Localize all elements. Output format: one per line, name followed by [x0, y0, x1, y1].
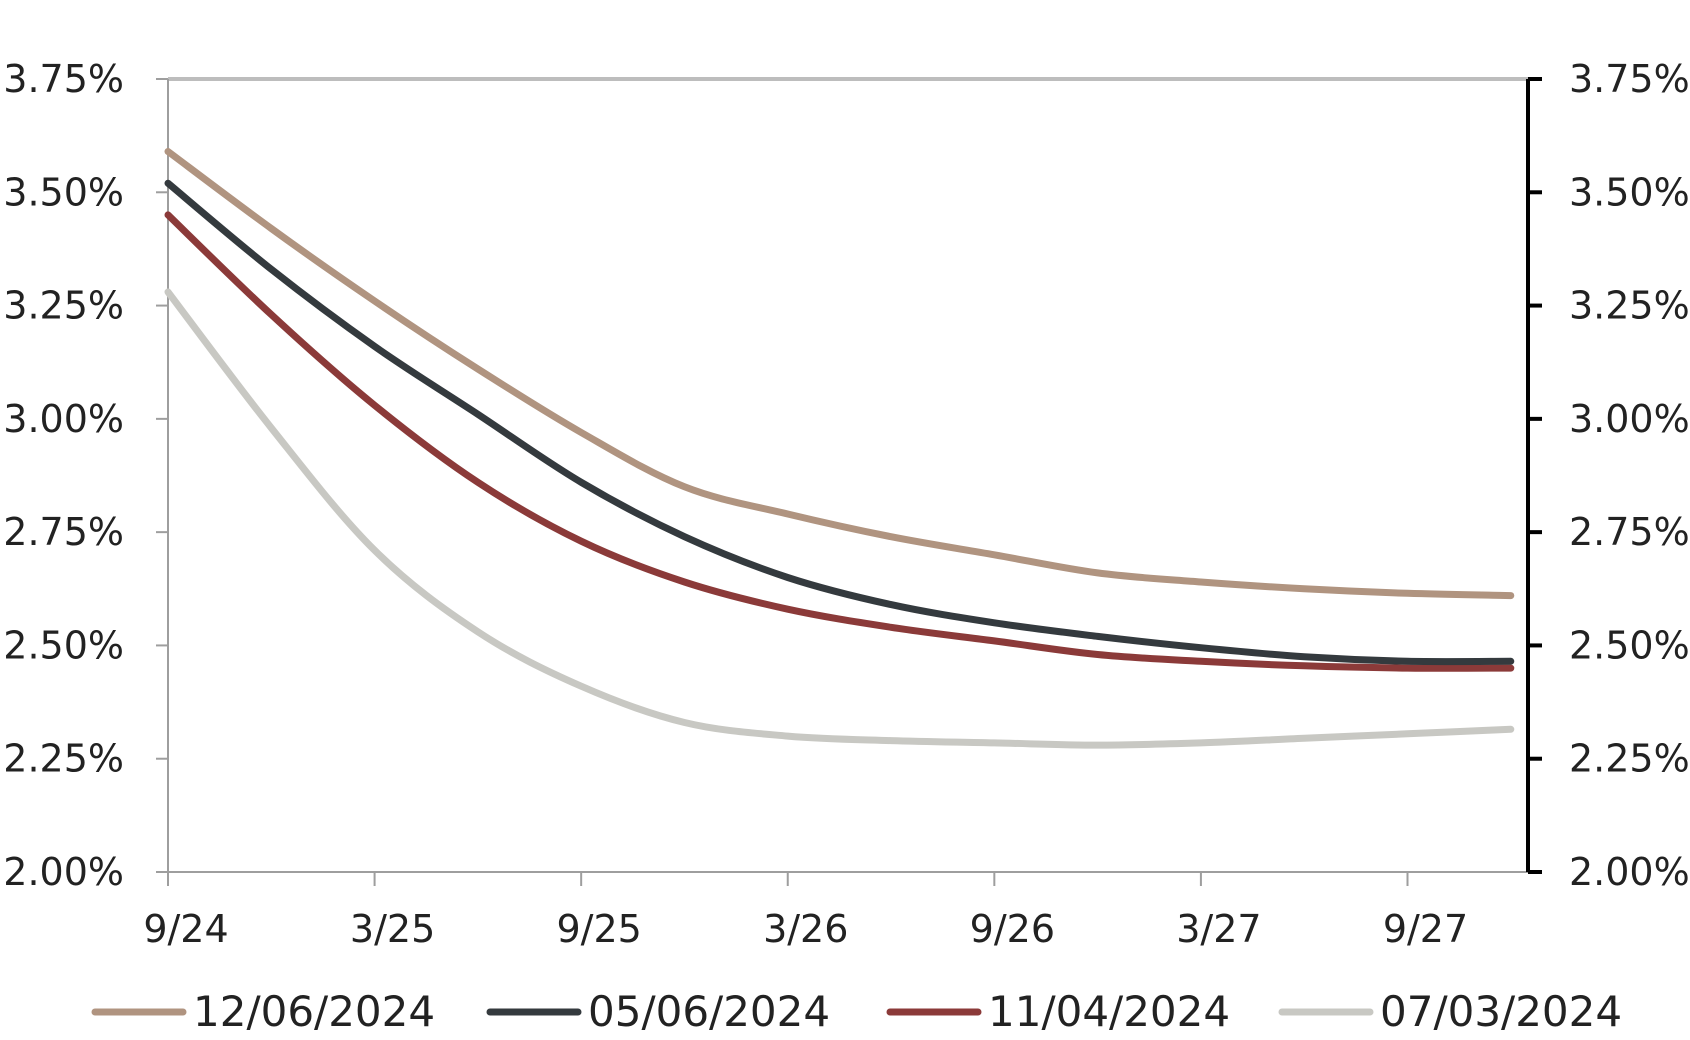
x-tick-label: 3/26 [763, 907, 848, 951]
series-layer [164, 148, 1515, 749]
x-tick-label: 9/26 [970, 907, 1055, 951]
y-tick-label-right: 2.50% [1569, 623, 1690, 667]
axes: 2.00% 2.00% 2.25% 2.25% 2.50% 2.50% 2.75% 2.75%… [3, 57, 1689, 951]
legend-label-2: 05/06/2024 [588, 987, 830, 1036]
series-line-4 [164, 288, 1515, 749]
series-line-1 [164, 148, 1515, 600]
series-line-2 [164, 179, 1515, 666]
y-tick-label-left: 3.75% [3, 57, 124, 101]
legend: 12/06/2024 05/06/2024 11/04/2024 07/03/2024 [91, 987, 1622, 1036]
y-tick-label-left: 3.50% [3, 170, 124, 214]
y-tick-label-right: 2.75% [1569, 510, 1690, 554]
x-tick-label: 3/27 [1176, 907, 1261, 951]
series-line-3 [164, 211, 1515, 672]
legend-label-3: 11/04/2024 [988, 987, 1230, 1036]
legend-label-4: 07/03/2024 [1380, 987, 1622, 1036]
y-tick-label-right: 2.25% [1569, 737, 1690, 781]
legend-label-1: 12/06/2024 [193, 987, 435, 1036]
y-tick-label-left: 3.00% [3, 397, 124, 441]
y-tick-label-right: 2.00% [1569, 850, 1690, 894]
x-tick-label: 9/24 [143, 907, 228, 951]
x-tick-label: 3/25 [350, 907, 435, 951]
y-tick-label-right: 3.50% [1569, 170, 1690, 214]
y-tick-label-left: 3.25% [3, 284, 124, 328]
x-tick-label: 9/25 [556, 907, 641, 951]
y-tick-label-left: 2.25% [3, 737, 124, 781]
y-tick-label-left: 2.00% [3, 850, 124, 894]
y-tick-label-left: 2.75% [3, 510, 124, 554]
y-tick-label-right: 3.75% [1569, 57, 1690, 101]
y-tick-label-right: 3.25% [1569, 284, 1690, 328]
y-tick-label-right: 3.00% [1569, 397, 1690, 441]
x-tick-label: 9/27 [1383, 907, 1468, 951]
y-tick-label-left: 2.50% [3, 623, 124, 667]
